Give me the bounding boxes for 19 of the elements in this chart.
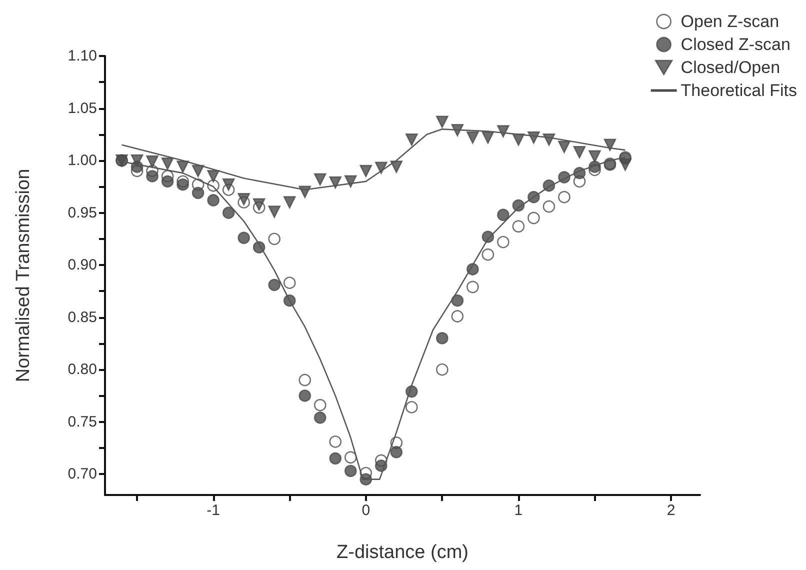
x-axis-title: Z-distance (cm) (336, 542, 468, 563)
legend-label: Theoretical Fits (680, 81, 797, 100)
legend-label: Closed/Open (680, 58, 780, 77)
x-tick-label: 2 (666, 502, 676, 519)
legend-label: Closed Z-scan (680, 35, 790, 54)
x-tick-label: -1 (206, 502, 220, 519)
y-tick-label: 0.70 (68, 466, 97, 483)
y-tick-label: 0.90 (68, 256, 97, 274)
y-tick-label: 0.75 (68, 413, 97, 430)
y-tick-label: 0.95 (68, 204, 97, 222)
y-tick-label: 0.85 (68, 308, 97, 326)
y-tick-label: 1.10 (68, 48, 97, 64)
y-tick-label: 1.05 (68, 100, 97, 117)
x-tick-label: 1 (514, 502, 523, 519)
y-axis-title: Normalised Transmission (13, 168, 34, 382)
y-tick-label: 1.00 (68, 152, 97, 170)
legend-label: Open Z-scan (680, 12, 780, 31)
x-tick-label: 0 (362, 502, 370, 519)
y-tick-label: 0.80 (68, 361, 97, 378)
